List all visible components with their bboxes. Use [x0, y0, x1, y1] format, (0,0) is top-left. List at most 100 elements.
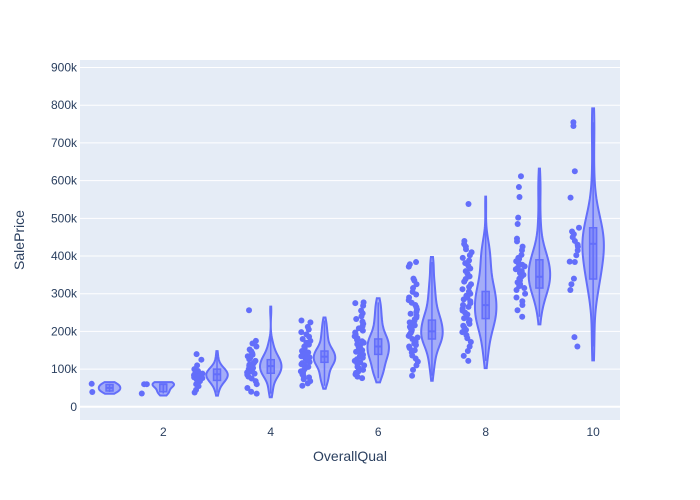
data-point	[307, 319, 314, 326]
data-point	[567, 286, 574, 293]
data-point	[409, 372, 416, 379]
data-point	[514, 220, 521, 227]
data-point	[300, 376, 307, 383]
data-point	[513, 294, 520, 301]
data-point	[459, 329, 466, 336]
x-axis-title: OverallQual	[313, 448, 387, 464]
y-tick-label: 300k	[51, 287, 78, 301]
data-point	[513, 286, 520, 293]
violin-group-q4	[244, 305, 283, 399]
data-point	[353, 348, 360, 355]
violin-group-q3	[191, 350, 229, 397]
data-point	[568, 281, 575, 288]
data-point	[248, 388, 255, 395]
data-point	[516, 194, 523, 200]
data-point	[461, 278, 468, 285]
data-point	[522, 290, 529, 297]
x-tick-label: 6	[375, 425, 382, 439]
data-point	[466, 320, 473, 327]
violin-group-q6	[351, 297, 390, 384]
data-point	[138, 390, 145, 397]
data-point	[246, 307, 253, 314]
data-point	[354, 336, 360, 343]
y-tick-labels: 0 100k 200k 300k 400k 500k 600k 700k 800k 900k	[51, 61, 78, 414]
data-point	[191, 389, 198, 396]
data-point	[88, 380, 95, 387]
y-tick-label: 800k	[51, 98, 78, 112]
data-point	[359, 375, 366, 382]
data-point	[298, 317, 305, 324]
data-point	[461, 315, 468, 322]
data-point	[517, 173, 524, 180]
violin-group-q10	[566, 107, 605, 362]
data-point	[253, 343, 260, 350]
data-point	[413, 291, 420, 298]
y-tick-label: 200k	[51, 324, 78, 338]
data-point	[304, 380, 311, 387]
data-point	[352, 300, 359, 307]
data-point	[459, 286, 466, 293]
plot-background	[80, 60, 620, 420]
x-tick-label: 2	[160, 425, 167, 439]
data-point	[198, 356, 205, 363]
data-point	[361, 362, 368, 369]
data-point	[413, 259, 420, 266]
violin-group-q9	[512, 167, 552, 326]
data-point	[413, 281, 420, 288]
data-point	[571, 334, 578, 341]
y-axis-title: SalePrice	[11, 210, 27, 270]
violin-group-q7	[405, 255, 444, 382]
data-point	[519, 302, 526, 309]
x-tick-label: 4	[267, 425, 274, 439]
data-point	[514, 238, 521, 245]
data-point	[465, 201, 472, 207]
data-point	[464, 335, 471, 342]
data-point	[359, 327, 366, 334]
data-point	[464, 348, 471, 355]
x-tick-label: 10	[586, 425, 600, 439]
data-point	[521, 263, 528, 270]
y-tick-label: 500k	[51, 211, 78, 225]
data-point	[515, 214, 522, 221]
data-point	[574, 247, 581, 254]
violin-box	[159, 383, 168, 393]
data-point	[253, 381, 260, 388]
data-point	[460, 352, 467, 359]
violin-box	[427, 319, 437, 340]
data-point	[353, 315, 360, 322]
data-point	[571, 259, 578, 266]
data-point	[413, 362, 420, 369]
data-point	[519, 313, 526, 320]
violin-group-q1	[88, 380, 122, 395]
data-point	[570, 122, 577, 129]
data-point	[244, 384, 251, 391]
violin-group-q8	[459, 195, 498, 370]
data-point	[463, 246, 469, 253]
data-point	[299, 335, 306, 342]
data-point	[465, 357, 472, 364]
data-point	[466, 343, 473, 350]
data-point	[360, 302, 367, 309]
data-point	[360, 366, 367, 373]
x-tick-label: 8	[482, 425, 489, 439]
data-point	[359, 354, 366, 361]
data-point	[358, 313, 365, 320]
y-tick-label: 600k	[51, 174, 78, 188]
data-point	[518, 247, 525, 254]
data-point	[143, 381, 150, 388]
data-point	[251, 370, 258, 377]
violin-group-q5	[297, 316, 337, 390]
data-point	[465, 303, 472, 310]
data-point	[305, 326, 312, 333]
data-point	[567, 194, 574, 201]
y-tick-label: 100k	[51, 362, 78, 376]
data-point	[573, 252, 580, 259]
data-point	[515, 184, 522, 191]
data-point	[571, 168, 578, 175]
y-tick-label: 0	[70, 400, 77, 414]
data-point	[570, 275, 577, 282]
y-tick-label: 400k	[51, 249, 78, 263]
x-tick-labels: 2 4 6 8 10	[160, 425, 600, 439]
data-point	[406, 345, 413, 351]
